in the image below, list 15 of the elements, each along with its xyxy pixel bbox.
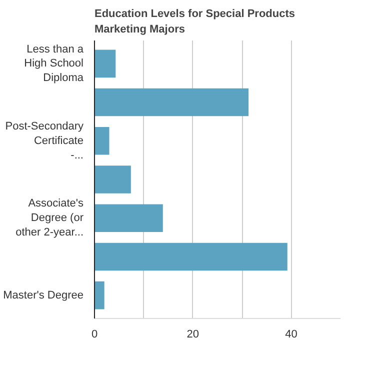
x-tick-label: 20 (186, 328, 200, 340)
y-tick-label: Associate's Degree (or other 2-year... (16, 198, 84, 239)
x-tick-label: 40 (285, 328, 298, 340)
bar (94, 281, 104, 310)
bar (94, 50, 116, 78)
bar (94, 242, 288, 271)
y-tick-label: Master's Degree (3, 289, 84, 302)
y-tick-label: Less than a High School Diploma (24, 43, 84, 84)
bar (94, 166, 131, 194)
y-tick-label: Post-Secondary Certificate -... (5, 120, 84, 162)
bar (94, 126, 110, 155)
bar (94, 204, 163, 232)
x-tick-label: 0 (91, 328, 98, 340)
chart-title: Education Levels for Special Products Marketing Majors (94, 8, 295, 36)
bar (94, 88, 248, 116)
